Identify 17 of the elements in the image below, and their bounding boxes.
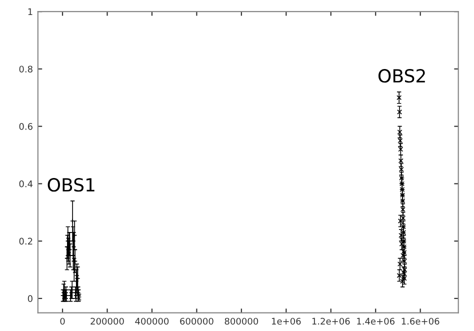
x-tick-label: 1.6e+06 [402,318,440,325]
y-tick-label: 0.4 [19,180,33,188]
x-tick-label: 600000 [180,318,214,325]
y-tick-label: 0.6 [19,123,32,130]
series-label: OBS1 [48,178,94,192]
y-tick-label: 0 [28,295,32,302]
x-tick-label: 1.2e+06 [312,318,350,325]
x-tick-label: 200000 [90,318,124,325]
y-tick-label: 1 [28,8,32,16]
x-tick-label: 800000 [224,318,258,325]
x-tick-label: 1.4e+06 [357,318,395,325]
x-tick-label: 0 [60,318,65,325]
y-tick-label: 0.2 [19,238,32,245]
series-label: OBS2 [378,69,425,83]
x-tick-label: 400000 [135,318,169,325]
x-tick-label: 1e+06 [272,318,301,325]
y-tick-label: 0.8 [19,66,32,73]
